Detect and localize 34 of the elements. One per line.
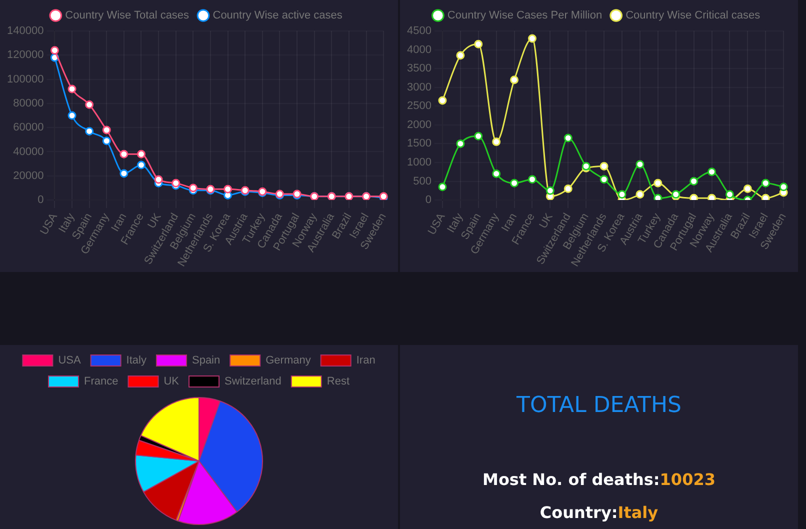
legend-label: Country Wise Total cases: [65, 10, 190, 22]
y-tick-label: 120000: [6, 49, 44, 62]
y-tick-label: 100000: [6, 73, 44, 86]
y-tick-label: 0: [425, 194, 432, 206]
legend-label: Iran: [356, 354, 376, 367]
y-tick-label: 1500: [406, 138, 432, 150]
y-tick-label: 2000: [406, 118, 432, 131]
y-tick-label: 60000: [13, 122, 44, 134]
legend-label: Italy: [126, 354, 147, 367]
legend-label: Country Wise active cases: [212, 10, 343, 22]
legend-label: Country Wise Critical cases: [626, 10, 761, 22]
text: Country:Italy: [540, 503, 658, 522]
y-tick-label: 80000: [13, 97, 44, 110]
y-tick-label: 3000: [406, 81, 432, 94]
legend-label: USA: [58, 354, 82, 367]
y-tick-label: 0: [38, 194, 44, 206]
y-tick-label: 140000: [6, 25, 44, 38]
legend-label: UK: [164, 376, 180, 388]
y-tick-label: 40000: [13, 146, 44, 158]
legend-label: Country Wise Cases Per Million: [447, 10, 602, 22]
text: TOTAL DEATHS: [516, 392, 682, 418]
y-tick-label: 3500: [406, 62, 432, 75]
y-tick-label: 4500: [406, 25, 432, 38]
legend-label: France: [84, 376, 118, 388]
legend-label: Switzerland: [224, 376, 282, 388]
legend-label: Spain: [192, 354, 220, 367]
y-tick-label: 2500: [406, 100, 432, 112]
y-tick-label: 20000: [13, 170, 44, 182]
y-tick-label: 4000: [406, 44, 432, 56]
legend-label: Rest: [326, 376, 350, 388]
y-tick-label: 500: [413, 175, 432, 188]
text: Most No. of deaths:10023: [482, 470, 716, 489]
legend-label: Germany: [266, 354, 312, 367]
y-tick-label: 1000: [406, 156, 432, 168]
